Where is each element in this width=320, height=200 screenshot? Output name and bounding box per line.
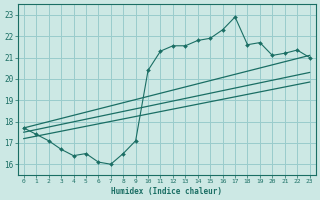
X-axis label: Humidex (Indice chaleur): Humidex (Indice chaleur) — [111, 187, 222, 196]
